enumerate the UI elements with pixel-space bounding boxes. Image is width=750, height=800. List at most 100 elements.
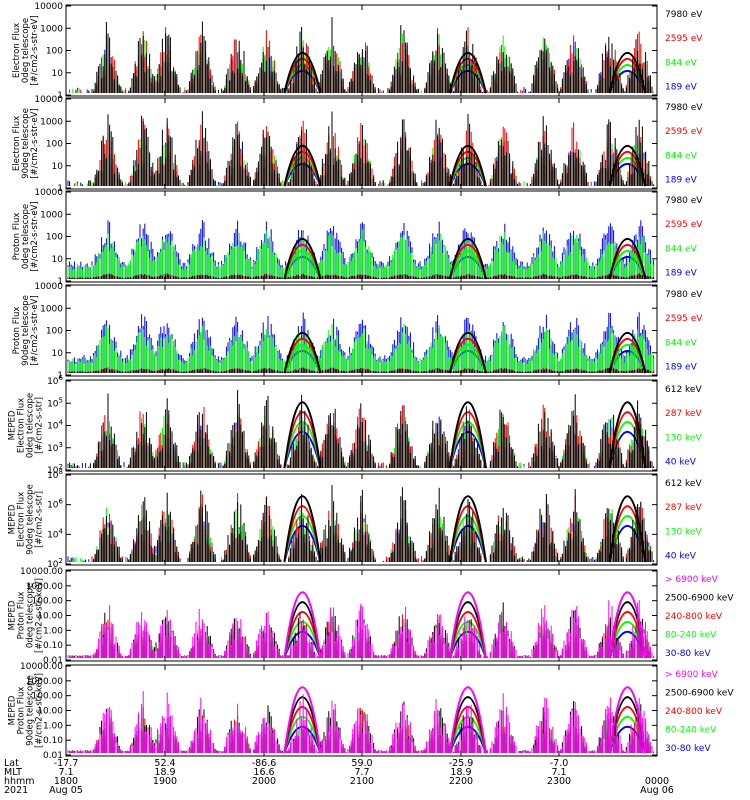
y-tick-label: 10000 xyxy=(34,188,63,198)
legend-entry: 287 keV xyxy=(665,409,702,419)
belt-pass-arc xyxy=(283,611,322,659)
series-marks xyxy=(67,591,655,659)
y-axis-label: [#/cm2-s-str-keV] xyxy=(35,673,45,748)
y-tick-exp: 4 xyxy=(59,527,64,535)
legend-entry: 612 keV xyxy=(665,479,702,489)
series-marks xyxy=(67,111,655,187)
x-tick-label: 2100 xyxy=(350,776,374,787)
y-tick-label: 10000 xyxy=(34,2,63,12)
series-marks xyxy=(67,485,655,563)
legend-entry: 40 keV xyxy=(665,457,697,467)
y-tick-base: 10 xyxy=(47,530,59,540)
y-tick-base: 10 xyxy=(47,422,59,432)
y-tick-label: 104 xyxy=(47,527,63,540)
y-tick-exp: 2 xyxy=(59,557,63,565)
y-axis-label: [#/cm2-s-str-eV] xyxy=(30,201,40,271)
panel-7: 0.01 0.10 1.00 10.00 100.00 1000.00 10000.00 ME… xyxy=(8,567,735,666)
belt-pass-arc xyxy=(283,495,322,563)
y-tick-exp: 2 xyxy=(59,463,63,471)
belt-pass-arc xyxy=(448,51,487,94)
y-tick-label: 1000 xyxy=(40,210,63,220)
y-axis-label: 0deg telescope xyxy=(26,393,36,458)
y-tick-label: 10000 xyxy=(34,95,63,105)
legend-entry: 30-80 keV xyxy=(665,649,711,659)
y-tick-label: 1 xyxy=(57,371,63,381)
y-axis-label: Proton Flux xyxy=(12,213,22,261)
legend-entry: > 6900 keV xyxy=(665,670,719,680)
panel-1: 1 10 100 1000 10000 Electron Flux 0deg telesco… xyxy=(12,2,703,101)
y-axis-label: [#/cm2-s-str] xyxy=(35,491,45,548)
y-tick-label: 106 xyxy=(47,498,63,511)
legend-entry: 80-240 keV xyxy=(665,630,717,640)
series-spikes xyxy=(67,229,655,279)
y-tick-label: 100.00 xyxy=(32,597,64,607)
series-marks xyxy=(67,686,655,754)
series-spikes xyxy=(67,323,655,373)
x-tick-label: 52.4 xyxy=(154,758,175,769)
y-tick-label: 10.00 xyxy=(37,707,63,717)
y-axis-label: [#/cm2-s-str-eV] xyxy=(30,108,40,178)
y-tick-label: 1 xyxy=(57,91,63,101)
series-spikes xyxy=(72,33,655,93)
legend-entry: 189 eV xyxy=(665,362,698,372)
belt-pass-arc xyxy=(283,144,322,187)
legend-entry: 80-240 keV xyxy=(665,725,717,735)
y-tick-base: 10 xyxy=(47,377,59,387)
legend-entry: 2595 eV xyxy=(665,127,703,137)
x-tick-label: -86.6 xyxy=(252,758,277,769)
x-row-label: 2021 xyxy=(4,785,28,796)
y-tick-label: 1000.00 xyxy=(26,582,63,592)
y-tick-label: 100 xyxy=(46,47,63,57)
y-axis-label: 90deg telescope xyxy=(26,484,36,555)
series-marks xyxy=(67,312,655,374)
legend-entry: 612 keV xyxy=(665,385,702,395)
legend-entry: 2595 eV xyxy=(665,34,703,44)
belt-pass-arc xyxy=(448,495,487,563)
legend-entry: 7980 eV xyxy=(665,10,703,20)
legend-entry: 240-800 keV xyxy=(665,612,723,622)
x-tick-label: 16.6 xyxy=(253,767,274,778)
belt-pass-arc xyxy=(448,144,487,187)
x-tick-label: Aug 05 xyxy=(49,785,83,796)
x-tick-label: 1900 xyxy=(153,776,177,787)
legend-entry: 7980 eV xyxy=(665,290,703,300)
y-tick-label: 0.10 xyxy=(43,736,63,746)
belt-pass-arc xyxy=(283,63,322,94)
x-tick-label: 2300 xyxy=(547,776,571,787)
y-tick-label: 108 xyxy=(47,468,63,481)
y-axis-label: Electron Flux xyxy=(17,398,27,453)
legend-entry: 844 eV xyxy=(665,151,698,161)
legend-entry: 130 keV xyxy=(665,527,702,537)
y-axis-label: Electron Flux xyxy=(17,492,27,547)
y-tick-base: 10 xyxy=(47,560,59,570)
belt-pass-arc xyxy=(608,725,647,754)
y-axis-label: [#/cm2-s-str-eV] xyxy=(30,295,40,365)
belt-pass-arc xyxy=(283,156,322,187)
series-marks xyxy=(69,17,655,94)
legend-entry: 844 eV xyxy=(665,244,698,254)
belt-pass-arc xyxy=(608,237,647,280)
series-spikes xyxy=(67,600,655,658)
belt-pass-arc xyxy=(283,237,322,280)
x-tick-label: 7.7 xyxy=(354,767,369,778)
belt-pass-arc xyxy=(448,331,487,374)
y-tick-label: 1 xyxy=(57,277,63,287)
legend-entry: 7980 eV xyxy=(665,103,703,113)
legend-entry: 189 eV xyxy=(665,268,698,278)
x-tick-label: 1800 xyxy=(54,776,78,787)
belt-pass-arc xyxy=(608,331,647,374)
series-spikes xyxy=(69,390,655,468)
belt-pass-arc xyxy=(608,630,647,659)
x-tick-label: 7.1 xyxy=(551,767,566,778)
x-tick-label: 18.9 xyxy=(154,767,175,778)
y-tick-label: 100 xyxy=(46,140,63,150)
y-tick-label: 102 xyxy=(47,557,63,570)
series-spikes xyxy=(70,485,655,562)
legend-entry: 2595 eV xyxy=(665,314,703,324)
belt-pass-arc xyxy=(283,331,322,374)
legend-entry: 189 eV xyxy=(665,82,698,92)
y-tick-label: 1.00 xyxy=(43,626,63,636)
y-tick-label: 10000.00 xyxy=(20,662,63,672)
y-axis-label: Electron Flux xyxy=(12,23,22,78)
x-tick-label: 0000 xyxy=(645,776,669,787)
